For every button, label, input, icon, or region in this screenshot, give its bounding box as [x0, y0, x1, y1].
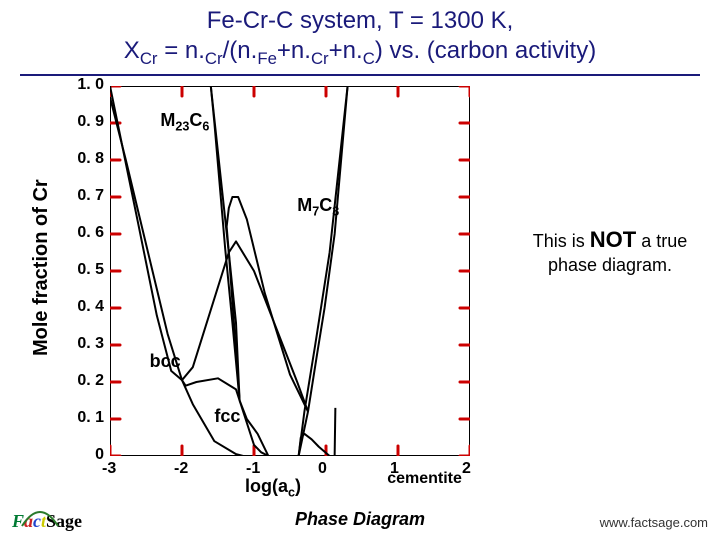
xtick-label: -1	[246, 460, 260, 478]
xtick-label: 1	[390, 460, 399, 478]
region-label-fcc: fcc	[214, 406, 240, 427]
title-line2: XCr = n.Cr/(n.Fe+n.Cr+n.C) vs. (carbon a…	[0, 36, 720, 70]
chart-stage: Mole fraction of Cr M23C6M7C3bccfcccemen…	[0, 76, 720, 536]
y-axis-label: Mole fraction of Cr	[30, 179, 53, 356]
ytick-label: 0. 1	[77, 409, 104, 427]
ytick-label: 0. 4	[77, 298, 104, 316]
xtick-label: 2	[462, 460, 471, 478]
x-axis-label: log(ac)	[245, 476, 301, 500]
ytick-label: 0. 8	[77, 150, 104, 168]
footer-url: www.factsage.com	[600, 515, 708, 530]
plot-area	[110, 86, 470, 456]
xtick-label: -2	[174, 460, 188, 478]
region-label-M23C6: M23C6	[160, 110, 209, 134]
xtick-label: 0	[318, 460, 327, 478]
ytick-label: 0	[95, 446, 104, 464]
plot-svg	[110, 86, 470, 456]
factsage-logo: FactSage	[12, 511, 82, 532]
ytick-label: 0. 3	[77, 335, 104, 353]
region-label-M7C3: M7C3	[297, 195, 339, 219]
title-line1: Fe-Cr-C system, T = 1300 K,	[0, 6, 720, 36]
chart-title: Fe-Cr-C system, T = 1300 K, XCr = n.Cr/(…	[0, 0, 720, 70]
ytick-label: 0. 9	[77, 113, 104, 131]
ytick-label: 0. 7	[77, 187, 104, 205]
ytick-label: 1. 0	[77, 76, 104, 94]
ytick-label: 0. 5	[77, 261, 104, 279]
region-label-bcc: bcc	[150, 351, 181, 372]
ytick-label: 0. 6	[77, 224, 104, 242]
side-note: This is NOT a true phase diagram.	[520, 226, 700, 278]
ytick-label: 0. 2	[77, 372, 104, 390]
xtick-label: -3	[102, 460, 116, 478]
